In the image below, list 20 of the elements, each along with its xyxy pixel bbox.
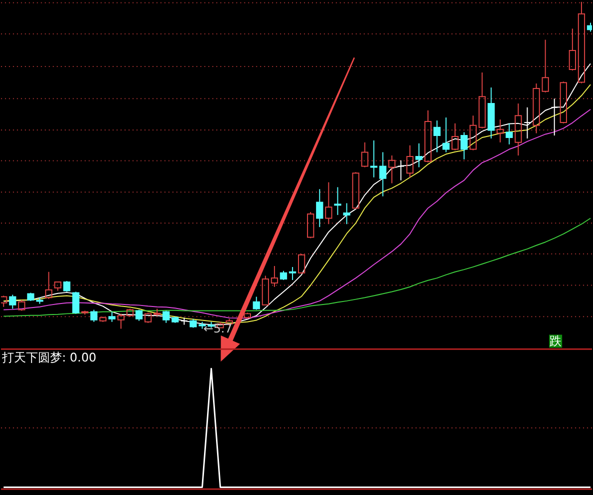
chart-title: 打天下圆梦: 0.00 xyxy=(0,350,96,365)
candlestick xyxy=(397,160,404,181)
text: 跌 xyxy=(550,334,562,348)
candlestick xyxy=(316,188,324,228)
candlestick xyxy=(415,142,423,168)
candlestick xyxy=(532,83,540,134)
candlestick xyxy=(514,102,522,156)
candlestick xyxy=(288,266,296,281)
candlestick xyxy=(388,154,396,184)
candlestick xyxy=(550,98,558,136)
candlestick xyxy=(524,106,531,139)
candlestick xyxy=(496,119,504,143)
candlestick xyxy=(379,152,386,197)
candlestick xyxy=(334,186,342,216)
candlestick xyxy=(488,86,495,139)
candlestick xyxy=(325,182,332,225)
candlestick xyxy=(406,144,414,178)
candlestick xyxy=(506,122,513,145)
candlestick xyxy=(433,120,441,153)
candlestick xyxy=(343,202,350,225)
